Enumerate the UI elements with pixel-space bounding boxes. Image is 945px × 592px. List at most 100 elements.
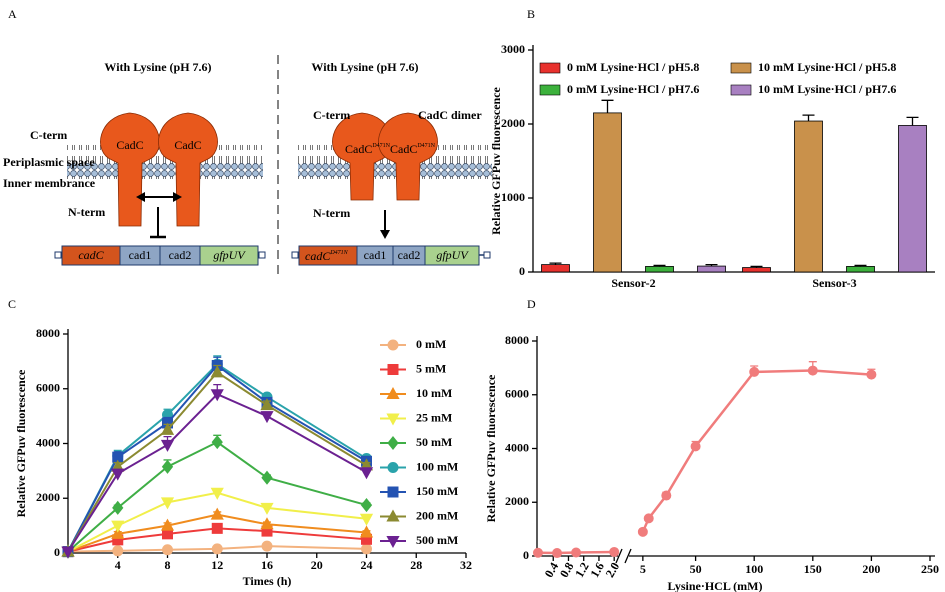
x-tick-label: Sensor-3 (812, 276, 856, 290)
protein (100, 112, 160, 227)
marker (571, 547, 582, 558)
y-tick-label: 2000 (36, 490, 60, 504)
x-tick-label: 1.2 (572, 560, 592, 580)
legend-marker (387, 486, 399, 498)
legend-marker (386, 386, 400, 399)
x-tick-label: Sensor-2 (611, 276, 655, 290)
protein-label: CadCD471N (390, 142, 436, 156)
panel-label: B (527, 7, 535, 21)
legend-label: 500 mM (416, 533, 458, 547)
x-tick-label: 12 (211, 558, 223, 572)
bar (697, 265, 726, 273)
legend-swatch (539, 62, 561, 74)
legend-label: 150 mM (416, 484, 458, 498)
arrow-head (380, 230, 390, 239)
y-axis-label: Relative GFPuv fluorescence (489, 86, 503, 234)
y-tick-label: 6000 (505, 387, 529, 401)
y-tick-label: 8000 (505, 333, 529, 347)
marker (360, 498, 373, 513)
marker (111, 520, 125, 533)
marker (807, 365, 818, 376)
series-line (67, 440, 367, 553)
y-axis-label: Relative GFPuv fluorescence (484, 374, 498, 522)
bar (541, 264, 570, 273)
y-tick-label: 4000 (505, 440, 529, 454)
marker (111, 526, 125, 539)
x-axis-label: Lysine·HCL (mM) (667, 579, 762, 592)
protein (332, 112, 392, 201)
mutation: D471N (329, 249, 348, 256)
y-tick-label: 0 (523, 548, 529, 562)
gene-label: cad2 (398, 248, 421, 262)
marker (359, 525, 374, 538)
protein (378, 112, 438, 201)
marker (261, 470, 273, 485)
x-tick-label: 32 (460, 558, 472, 572)
x-tick-label: 0.4 (542, 560, 562, 580)
y-tick-label: 0 (54, 545, 60, 559)
gene (199, 245, 259, 266)
protein-name: CadC (345, 142, 372, 156)
marker (211, 543, 223, 555)
legend-marker (386, 536, 400, 549)
marker (161, 459, 174, 474)
series-line (641, 369, 872, 533)
protein-name: CadC (390, 142, 417, 156)
marker (160, 422, 175, 435)
marker (866, 369, 877, 380)
diagram-title: With Lysine (pH 7.6) (311, 60, 418, 74)
diagram-label: Inner membrance (3, 176, 96, 190)
legend-label: 200 mM (416, 508, 458, 522)
y-tick-label: 4000 (36, 435, 60, 449)
y-tick-label: 2000 (505, 494, 529, 508)
marker (690, 441, 701, 452)
legend-marker (387, 435, 399, 451)
legend-marker (387, 364, 399, 375)
legend-marker (386, 509, 400, 522)
legend-label: 0 mM Lysine·HCl / pH5.8 (567, 60, 699, 74)
legend-marker (387, 339, 399, 351)
protein-label: CadCD471N (345, 142, 391, 156)
legend-label: 10 mM Lysine·HCl / pH5.8 (758, 60, 896, 74)
bar (846, 266, 875, 273)
marker (61, 546, 75, 559)
bar (742, 267, 771, 273)
y-tick-label: 3000 (501, 42, 525, 56)
y-tick-label: 2000 (501, 116, 525, 130)
x-tick-label: 200 (862, 562, 880, 576)
y-tick-label: 6000 (36, 381, 60, 395)
mutation: D471N (372, 143, 390, 149)
bar (593, 112, 622, 273)
error-bar (601, 99, 614, 113)
bar (898, 125, 927, 273)
x-axis-label: Times (h) (243, 574, 292, 588)
diagram-title: With Lysine (pH 7.6) (104, 60, 211, 74)
series-line (67, 371, 368, 553)
series-line (537, 550, 615, 555)
gene-label: cad2 (169, 248, 192, 262)
y-tick-label: 0 (519, 264, 525, 278)
dna-end (483, 251, 491, 259)
gene-label: gfpUV (436, 248, 469, 262)
gene-label: gfpUV (213, 248, 246, 262)
marker (210, 507, 224, 520)
error-bar (906, 116, 919, 126)
marker (160, 497, 175, 510)
legend-label: 50 mM (416, 435, 452, 449)
diagram-label: N-term (313, 206, 350, 220)
marker (211, 435, 223, 450)
legend-marker (387, 462, 399, 473)
protein (158, 112, 218, 227)
gene (424, 245, 480, 266)
x-tick-label: 1.6 (587, 560, 607, 580)
marker (609, 546, 620, 557)
gene-label: cadC (78, 248, 104, 262)
x-tick-label: 20 (311, 558, 323, 572)
gene-label: cadCD471N (305, 249, 349, 263)
marker (160, 439, 175, 452)
error-bar (802, 114, 815, 122)
marker (552, 548, 563, 559)
series-line (67, 393, 367, 553)
